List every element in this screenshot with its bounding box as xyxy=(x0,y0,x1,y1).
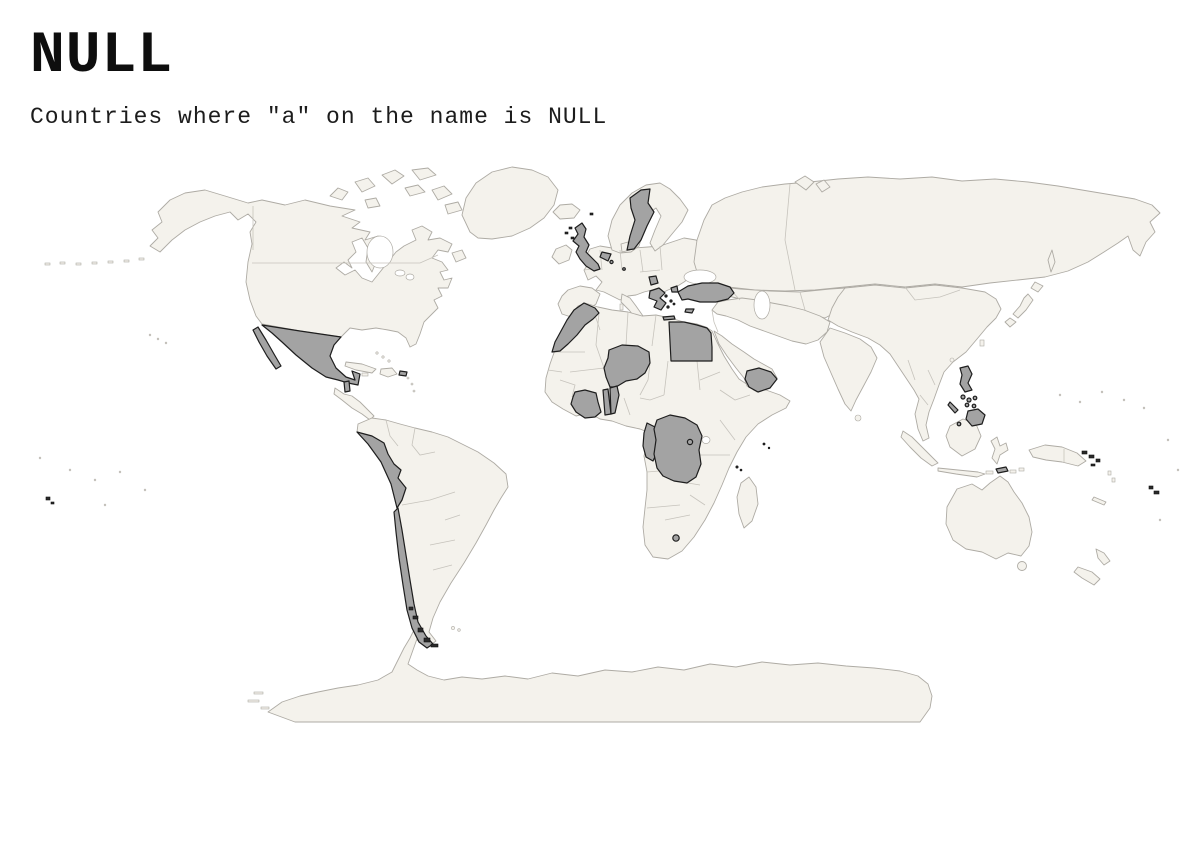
country-peru xyxy=(356,431,407,509)
page-subtitle: Countries where "a" on the name is NULL xyxy=(30,104,608,130)
jamaica xyxy=(361,372,369,377)
caspian-sea xyxy=(753,290,771,320)
sulawesi xyxy=(990,436,1009,465)
falkland-islands xyxy=(451,626,455,630)
new-zealand-north xyxy=(1095,548,1111,566)
seas xyxy=(366,235,771,444)
country-timor-leste xyxy=(995,466,1009,474)
country-solomon-islands xyxy=(1081,450,1101,467)
vanuatu xyxy=(1107,470,1116,483)
sakhalin xyxy=(1047,249,1056,273)
country-sweden xyxy=(626,188,655,251)
country-chile xyxy=(393,507,439,649)
country-brunei xyxy=(956,421,962,427)
country-lesotho xyxy=(672,534,680,542)
cuba xyxy=(344,361,377,374)
java xyxy=(937,467,986,478)
country-cote-divoire xyxy=(570,389,602,419)
country-seychelles xyxy=(762,442,771,450)
russia xyxy=(693,176,1161,292)
country-turkey xyxy=(670,282,735,303)
greenland xyxy=(461,166,559,240)
tasmania xyxy=(1017,561,1027,571)
page-title: NULL xyxy=(30,24,174,89)
country-montenegro xyxy=(648,275,659,286)
new-guinea xyxy=(1028,444,1087,467)
novaya-zemlya xyxy=(794,175,815,191)
country-burundi xyxy=(686,438,694,446)
country-cyprus xyxy=(684,308,695,314)
country-belgium xyxy=(599,251,612,262)
country-morocco xyxy=(551,302,600,353)
new-caledonia xyxy=(1091,496,1107,506)
country-fiji xyxy=(45,485,1160,505)
hispaniola xyxy=(379,367,398,378)
ireland xyxy=(551,244,573,265)
newfoundland xyxy=(451,249,467,263)
central-america xyxy=(333,387,375,421)
country-dem-rep-congo xyxy=(653,414,703,484)
country-benin xyxy=(609,385,620,415)
sri-lanka xyxy=(854,414,862,422)
base-land xyxy=(38,166,1180,723)
hainan xyxy=(949,357,955,363)
country-niger xyxy=(603,344,651,388)
great-lakes xyxy=(394,269,406,277)
new-zealand-south xyxy=(1073,566,1101,586)
country-egypt xyxy=(668,321,713,362)
antarctica xyxy=(267,629,933,723)
taiwan xyxy=(979,339,985,347)
country-luxembourg xyxy=(609,259,614,265)
country-yemen xyxy=(744,367,778,393)
madagascar xyxy=(736,476,759,529)
japan xyxy=(1004,281,1044,328)
country-liechtenstein xyxy=(622,267,626,271)
sumatra xyxy=(900,430,939,467)
header: NULL Countries where "a" on the name is … xyxy=(30,24,608,131)
country-greece xyxy=(648,287,676,321)
australia xyxy=(945,475,1033,560)
country-united-kingdom xyxy=(564,212,601,272)
country-philippines xyxy=(947,365,986,427)
aleutian-islands xyxy=(44,257,145,266)
black-sea xyxy=(683,269,717,285)
lake-victoria xyxy=(701,436,711,444)
hudson-bay xyxy=(366,235,394,269)
iceland xyxy=(552,203,581,220)
country-puerto-rico xyxy=(398,370,408,377)
pacific-islands xyxy=(38,333,1180,522)
india xyxy=(819,327,878,412)
corsica xyxy=(619,303,624,311)
arctic-islands xyxy=(329,167,463,215)
country-mexico xyxy=(252,324,361,386)
north-america xyxy=(149,189,453,348)
highlighted-countries xyxy=(45,188,1160,649)
east-asia xyxy=(827,284,1002,442)
country-comoros xyxy=(735,465,743,472)
country-belize xyxy=(343,380,351,393)
